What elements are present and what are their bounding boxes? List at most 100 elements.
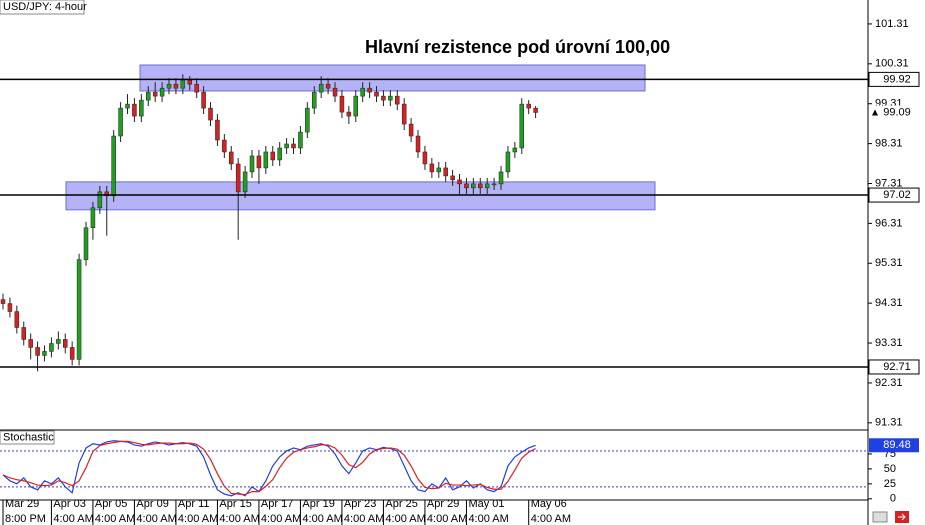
candle-body bbox=[194, 83, 199, 93]
candle-body bbox=[132, 103, 137, 117]
candle-body bbox=[505, 151, 511, 173]
y-tick-label: 95.31 bbox=[875, 257, 903, 269]
x-tick-label: Apr 23 bbox=[344, 498, 376, 510]
level-label-box bbox=[868, 71, 920, 87]
x-tick-time: 4:00 AM bbox=[427, 513, 467, 525]
title-box bbox=[0, 0, 85, 15]
candle-body bbox=[222, 139, 227, 153]
candle-body bbox=[422, 151, 428, 165]
candle-body bbox=[159, 87, 165, 97]
level-label: 99.92 bbox=[883, 73, 911, 85]
stochastic-title-box bbox=[0, 430, 55, 445]
x-tick-label: Apr 19 bbox=[302, 498, 334, 510]
candle-body bbox=[256, 155, 262, 169]
candle-body bbox=[90, 207, 96, 229]
candle-body bbox=[83, 227, 89, 260]
x-tick-time: 8:00 PM bbox=[5, 513, 46, 525]
candle-body bbox=[152, 91, 158, 97]
candle-body bbox=[408, 123, 414, 137]
candle-body bbox=[498, 171, 504, 185]
candle-body bbox=[284, 143, 289, 149]
x-tick-time: 4:00 AM bbox=[468, 513, 508, 525]
x-tick-label: May 01 bbox=[468, 498, 504, 510]
candle-body bbox=[146, 91, 151, 101]
candle-body bbox=[484, 183, 490, 189]
stoch-tick-label: 25 bbox=[884, 478, 896, 490]
candle-body bbox=[14, 311, 20, 328]
annotation: Hlavní rezistence pod úrovní 100,00 bbox=[365, 37, 670, 57]
candle-body bbox=[242, 171, 248, 193]
candle-body bbox=[201, 91, 206, 109]
candle-body bbox=[76, 259, 82, 360]
price-label-box bbox=[869, 105, 919, 120]
y-tick-label: 101.31 bbox=[875, 18, 909, 30]
candle-body bbox=[443, 167, 448, 177]
stoch-tick-label: 0 bbox=[890, 493, 896, 505]
candle-body bbox=[325, 83, 331, 89]
y-tick-label: 91.31 bbox=[875, 417, 903, 429]
candle-body bbox=[118, 107, 123, 137]
plot-layer: 91.31 92.31 93.31 94.31 95.31 96.31 97.31 98.31… bbox=[0, 18, 920, 525]
scroll-button[interactable] bbox=[872, 511, 888, 523]
candle-body bbox=[263, 151, 269, 169]
candle-body bbox=[318, 83, 324, 93]
x-tick-label: Apr 11 bbox=[178, 498, 210, 510]
x-tick-label: Mar 29 bbox=[5, 498, 39, 510]
candle-body bbox=[429, 163, 435, 173]
candle-body bbox=[35, 347, 40, 356]
candle-body bbox=[367, 87, 372, 93]
candle-body bbox=[388, 95, 393, 101]
candle-body bbox=[512, 147, 518, 153]
x-tick-time: 4:00 AM bbox=[261, 513, 301, 525]
candle-body bbox=[187, 79, 193, 85]
candle-body bbox=[395, 95, 400, 105]
zone bbox=[65, 181, 656, 211]
x-tick-label: Apr 05 bbox=[95, 498, 127, 510]
candle-body bbox=[533, 107, 538, 113]
y-tick-label: 97.31 bbox=[875, 177, 903, 189]
candle-body bbox=[491, 183, 497, 186]
x-tick-time: 4:00 AM bbox=[344, 513, 384, 525]
candle-body bbox=[173, 83, 179, 89]
x-tick-time: 4:00 AM bbox=[178, 513, 218, 525]
candle-body bbox=[180, 79, 186, 89]
candle-body bbox=[305, 107, 310, 133]
candle-body bbox=[249, 155, 255, 173]
y-tick-label: 94.31 bbox=[875, 297, 903, 309]
candle-body bbox=[415, 135, 421, 153]
level-label-box bbox=[868, 359, 920, 375]
candle-body bbox=[235, 163, 241, 193]
x-tick-time: 4:00 AM bbox=[95, 513, 135, 525]
x-tick-label: May 06 bbox=[531, 498, 567, 510]
candle-body bbox=[457, 179, 462, 185]
x-tick-label: Apr 29 bbox=[427, 498, 459, 510]
candle-body bbox=[353, 95, 359, 117]
candle-body bbox=[332, 87, 338, 97]
chart-title: USD/JPY: 4-hour bbox=[3, 1, 87, 13]
zone bbox=[139, 64, 646, 92]
stoch-line bbox=[2, 440, 536, 497]
x-tick-label: Apr 17 bbox=[261, 498, 293, 510]
candle-body bbox=[21, 327, 27, 340]
x-tick-time: 4:00 AM bbox=[302, 513, 342, 525]
candle-body bbox=[104, 191, 110, 197]
candle-body bbox=[360, 87, 365, 97]
candle-body bbox=[519, 103, 525, 149]
candle-body bbox=[381, 95, 386, 101]
candle-body bbox=[63, 339, 68, 348]
close-icon bbox=[898, 513, 906, 521]
stoch-line bbox=[2, 440, 536, 496]
level-label-box bbox=[868, 187, 920, 203]
candle-body bbox=[346, 111, 352, 117]
candle-body bbox=[0, 299, 6, 304]
x-tick-label: Apr 09 bbox=[136, 498, 168, 510]
x-tick-time: 4:00 AM bbox=[53, 513, 93, 525]
y-tick-label: 92.31 bbox=[875, 377, 903, 389]
candle-body bbox=[450, 175, 455, 181]
candle-body bbox=[471, 183, 476, 189]
candle-body bbox=[291, 143, 296, 149]
candle-body bbox=[436, 167, 442, 173]
candle-body bbox=[69, 347, 75, 360]
candle-body bbox=[229, 151, 234, 165]
